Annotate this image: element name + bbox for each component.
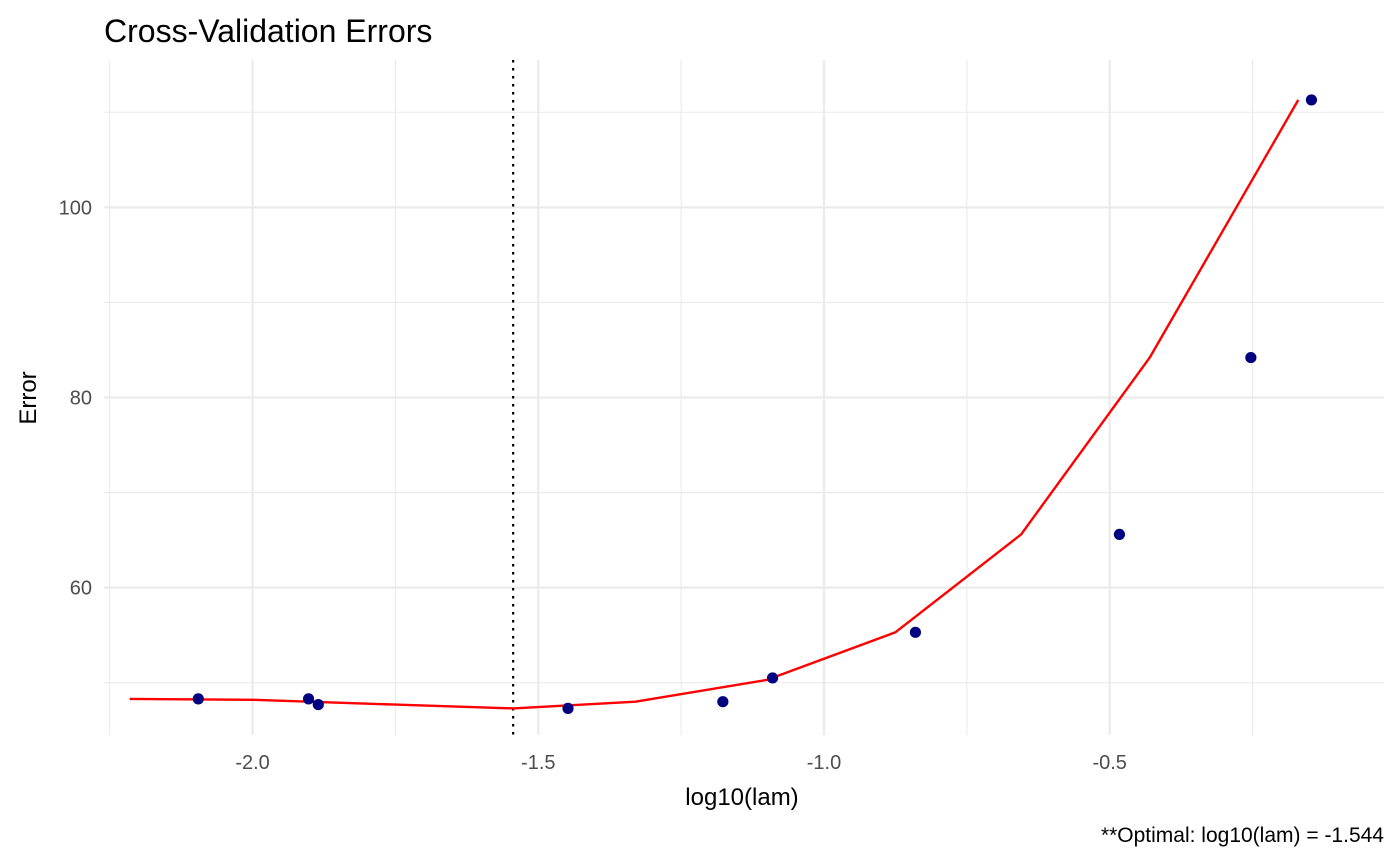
x-tick-label: -1.0 xyxy=(807,752,841,774)
y-tick-labels: 60 80 100 xyxy=(59,197,92,599)
fit-line xyxy=(129,99,1300,710)
x-axis-title: log10(lam) xyxy=(685,784,798,811)
fit-line-layer xyxy=(129,99,1300,710)
data-points-layer xyxy=(192,94,1318,714)
data-point xyxy=(909,626,922,638)
y-axis-title: Error xyxy=(15,371,42,424)
x-tick-labels: -2.0 -1.5 -1.0 -0.5 xyxy=(235,752,1127,774)
data-point xyxy=(192,693,204,705)
data-point xyxy=(312,698,324,711)
data-point xyxy=(1305,94,1318,106)
y-tick-label: 80 xyxy=(70,388,92,410)
data-point xyxy=(766,672,779,684)
data-point xyxy=(302,693,315,705)
data-point xyxy=(1245,351,1257,364)
y-tick-label: 60 xyxy=(70,578,92,600)
major-grid xyxy=(104,60,1384,735)
data-point xyxy=(1113,528,1126,541)
x-tick-label: -1.5 xyxy=(521,752,555,774)
chart-title: Cross-Validation Errors xyxy=(104,13,432,49)
data-point xyxy=(562,702,574,714)
x-tick-label: -2.0 xyxy=(235,752,269,774)
data-point xyxy=(717,696,729,708)
y-tick-label: 100 xyxy=(59,197,92,219)
x-tick-label: -0.5 xyxy=(1092,752,1126,774)
optimal-caption: **Optimal: log10(lam) = -1.544 xyxy=(1101,824,1384,847)
